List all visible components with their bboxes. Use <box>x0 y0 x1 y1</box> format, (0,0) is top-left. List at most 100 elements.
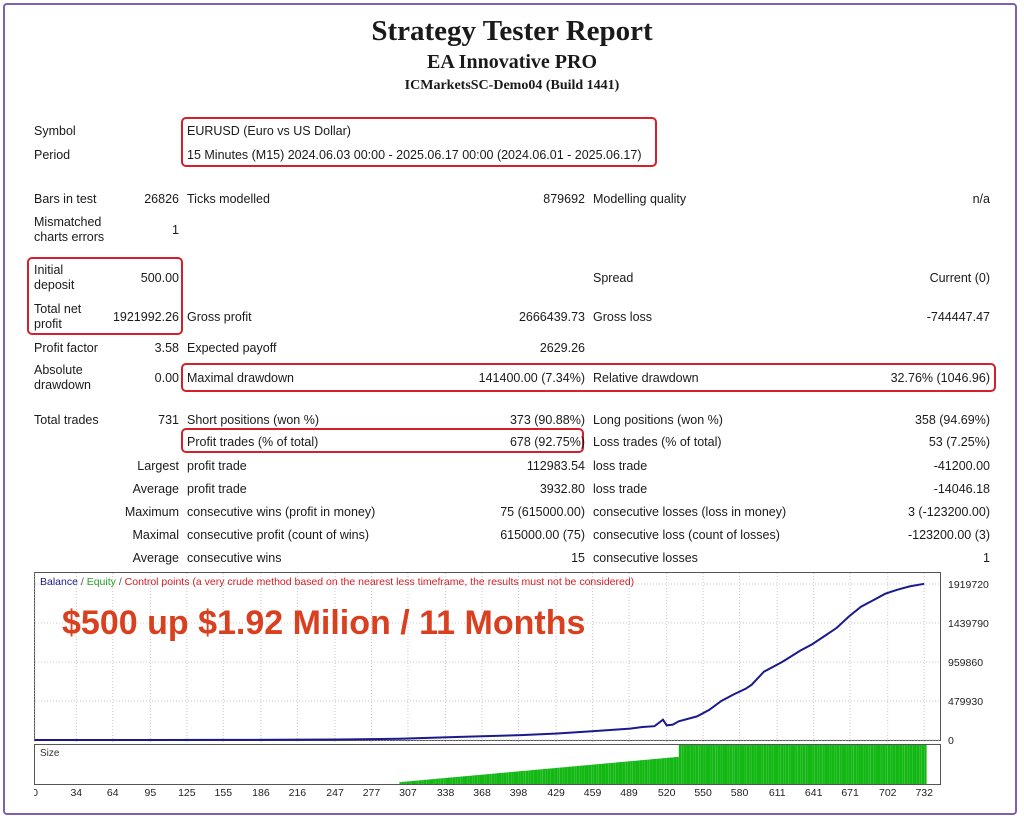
size-bar <box>640 760 643 784</box>
size-bar <box>892 745 895 784</box>
size-bar <box>829 745 832 784</box>
size-bar <box>836 745 840 784</box>
trade-row-left-label: consecutive wins <box>187 551 282 565</box>
size-bar <box>491 773 495 784</box>
size-bar <box>861 745 864 784</box>
size-bar <box>520 771 524 784</box>
trade-row-right-value: -41200.00 <box>933 459 990 473</box>
size-bar <box>601 763 604 784</box>
chart-legend: Balance / Equity / Control points (a ver… <box>40 576 634 588</box>
size-bar <box>644 759 648 784</box>
size-bar <box>664 758 667 784</box>
size-bar <box>688 745 691 784</box>
trade-row-right-value: -14046.18 <box>933 482 990 496</box>
period-label: Period <box>34 148 71 162</box>
size-bar <box>749 745 752 784</box>
size-bar <box>885 745 888 784</box>
x-axis-ticks: 0 34 64 95 125 155 186 216 247 277 307 338 368 398 429… <box>34 787 933 799</box>
size-bar <box>528 770 531 784</box>
size-bar <box>455 777 458 784</box>
size-bar <box>591 764 594 784</box>
profit-factor-label: Profit factor <box>34 341 98 355</box>
size-bar <box>856 745 859 784</box>
size-bar <box>489 773 492 784</box>
trade-row-right-value: 3 (-123200.00) <box>907 505 990 519</box>
y-tick-label: 479930 <box>948 696 983 708</box>
size-bar <box>773 745 776 784</box>
size-bar <box>530 770 533 784</box>
size-bar <box>409 781 412 784</box>
server-name: ICMarketsSC-Demo04 (Build 1441) <box>404 78 620 93</box>
size-bar <box>586 765 589 784</box>
x-tick-label: 34 <box>70 787 82 799</box>
size-bar <box>450 777 453 784</box>
size-bar <box>916 745 920 784</box>
trade-row-prefix: Maximum <box>124 505 179 519</box>
size-bar <box>627 761 631 784</box>
size-bar <box>817 745 820 784</box>
size-bar <box>486 774 490 784</box>
size-bar <box>562 767 565 784</box>
size-bar <box>737 745 740 784</box>
size-bar <box>722 745 725 784</box>
size-bar <box>766 745 769 784</box>
size-bar <box>834 745 837 784</box>
balance-chart: Size 1919720 1439790 959860 479930 0 0 34 64 95… <box>34 572 989 799</box>
x-tick-label: 611 <box>769 787 786 799</box>
size-bar <box>542 769 546 784</box>
size-bar <box>870 745 874 784</box>
trade-row-right-label: loss trade <box>593 459 648 473</box>
size-bar <box>414 780 417 784</box>
size-bar <box>693 745 696 784</box>
x-tick-label: 398 <box>510 787 528 799</box>
size-bar <box>445 777 448 784</box>
size-bar <box>474 775 478 784</box>
size-bar <box>717 745 721 784</box>
size-bar <box>462 776 465 784</box>
size-bar <box>678 745 682 784</box>
size-bar <box>508 772 512 784</box>
size-bar <box>878 745 881 784</box>
size-bar <box>494 773 497 784</box>
size-bar <box>797 745 801 784</box>
size-bar <box>858 745 861 784</box>
maximal-drawdown-value: 141400.00 (7.34%) <box>478 371 585 385</box>
size-bar <box>418 780 422 784</box>
size-bar <box>647 759 650 784</box>
legend-separator: / <box>77 576 87 588</box>
short-positions-value: 373 (90.88%) <box>509 413 585 427</box>
size-bar <box>608 763 611 784</box>
size-bar <box>880 745 883 784</box>
x-tick-label: 186 <box>252 787 270 799</box>
size-bar <box>807 745 810 784</box>
size-bar <box>467 775 470 784</box>
size-bar <box>610 762 614 784</box>
size-bar <box>550 768 553 784</box>
absolute-drawdown-label-line2: drawdown <box>34 378 91 392</box>
size-bar <box>596 764 599 784</box>
size-bar <box>703 745 706 784</box>
size-bar <box>581 765 584 784</box>
size-bar <box>759 745 762 784</box>
size-bar <box>525 770 529 784</box>
mismatch-label-line2: charts errors <box>34 230 105 244</box>
mismatch-label-line1: Mismatched <box>34 215 102 229</box>
size-bar <box>499 773 502 784</box>
size-bar <box>708 745 711 784</box>
size-bar <box>868 745 871 784</box>
size-bar <box>506 772 509 784</box>
size-bar <box>742 745 745 784</box>
size-bar <box>666 757 670 784</box>
ticks-value: 879692 <box>543 192 585 206</box>
balance-line <box>35 582 925 741</box>
x-tick-label: 0 <box>34 787 38 799</box>
trade-row-right-value: 1 <box>983 551 990 565</box>
size-bar <box>472 775 475 784</box>
size-bar <box>588 764 592 784</box>
size-bar <box>513 771 516 784</box>
size-bar <box>851 745 854 784</box>
bars-label: Bars in test <box>34 192 97 206</box>
size-bar <box>584 765 587 784</box>
size-bar <box>431 779 434 784</box>
size-bar <box>661 758 665 784</box>
